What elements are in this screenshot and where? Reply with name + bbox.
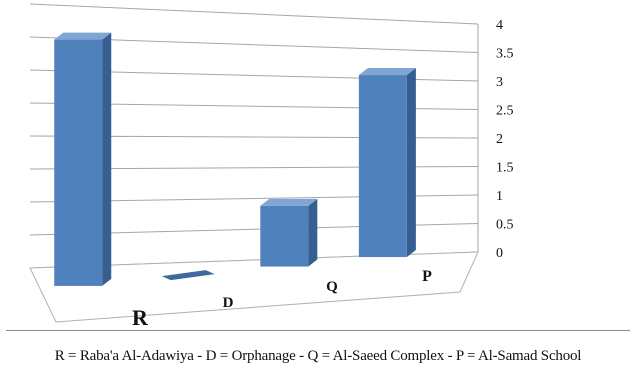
category-label-R: R xyxy=(132,305,149,330)
bar-side-Q xyxy=(308,198,318,267)
y-tick-label-6: 3 xyxy=(496,75,503,90)
bar-R xyxy=(54,39,103,286)
bar-top-R xyxy=(54,32,112,40)
y-tick-label-3: 1.5 xyxy=(496,161,514,176)
category-label-D: D xyxy=(223,295,234,311)
chart-caption: R = Raba'a Al-Adawiya - D = Orphanage - … xyxy=(54,348,582,364)
floor-plane xyxy=(29,251,479,323)
category-label-Q: Q xyxy=(326,279,338,295)
bars xyxy=(54,32,416,286)
chart-floor xyxy=(29,251,479,323)
bar-P xyxy=(358,75,407,258)
x-axis-categories: R D Q P xyxy=(132,268,432,330)
bar-top-P xyxy=(358,68,416,76)
bar-Q xyxy=(260,205,309,267)
bar-top-Q xyxy=(260,198,318,206)
bar-side-R xyxy=(102,32,112,286)
y-tick-label-8: 4 xyxy=(496,18,503,33)
bar-D xyxy=(161,270,215,281)
y-tick-label-0: 0 xyxy=(496,246,503,261)
category-label-P: P xyxy=(422,268,432,285)
y-tick-label-5: 2.5 xyxy=(496,104,514,119)
bar-chart: 0 0.5 1 1.5 2 2.5 3 3.5 4 R D Q P xyxy=(29,3,514,330)
gridline-8 xyxy=(29,3,479,25)
caption-divider xyxy=(6,330,630,331)
y-tick-label-7: 3.5 xyxy=(496,47,514,62)
y-tick-label-2: 1 xyxy=(496,189,503,204)
y-tick-label-1: 0.5 xyxy=(496,218,514,233)
bar-side-P xyxy=(406,68,416,258)
y-axis-ticks: 0 0.5 1 1.5 2 2.5 3 3.5 4 xyxy=(496,18,514,261)
y-tick-label-4: 2 xyxy=(496,132,503,147)
